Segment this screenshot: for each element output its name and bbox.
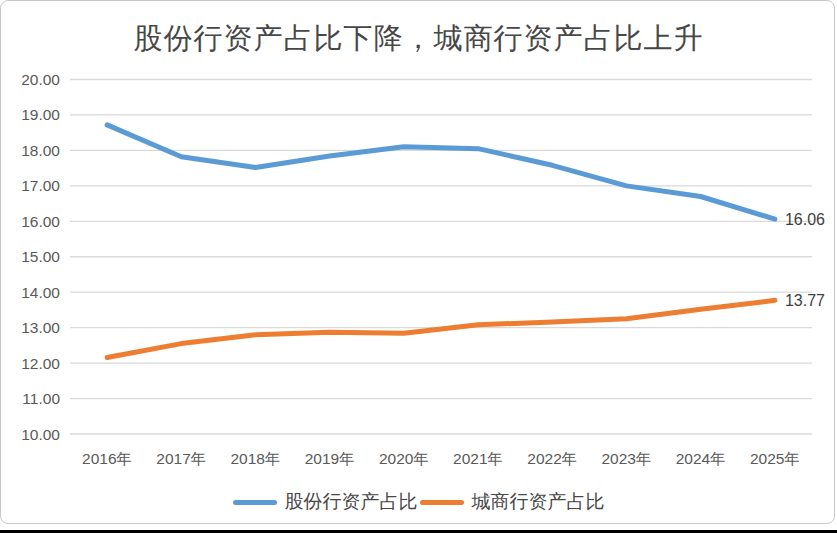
y-axis-tick-label: 18.00 xyxy=(21,142,60,159)
legend-line-swatch xyxy=(233,500,277,505)
data-label: 16.06 xyxy=(785,211,825,228)
x-axis-category-label: 2019年 xyxy=(305,450,355,467)
y-axis-tick-label: 11.00 xyxy=(22,390,60,407)
series-line xyxy=(107,300,775,357)
y-axis-tick-label: 20.00 xyxy=(21,71,60,88)
x-axis-category-label: 2021年 xyxy=(453,450,503,467)
x-axis-category-label: 2024年 xyxy=(676,450,726,467)
x-axis-category-label: 2022年 xyxy=(527,450,577,467)
chart-screenshot: 股份行资产占比下降，城商行资产占比上升 10.0011.0012.0013.00… xyxy=(0,0,837,533)
y-axis-tick-label: 17.00 xyxy=(21,177,60,194)
y-axis-tick-label: 12.00 xyxy=(21,355,60,372)
x-axis-category-label: 2025年 xyxy=(750,450,800,467)
y-axis-tick-label: 10.00 xyxy=(21,426,60,443)
plot-area: 10.00 11.00 12.00 13.00 14.00 15.00 16.00 17.00… xyxy=(0,0,837,533)
y-axis-tick-label: 16.00 xyxy=(21,213,60,230)
x-axis-category-label: 2017年 xyxy=(156,450,206,467)
legend-item: 股份行资产占比 xyxy=(233,489,418,515)
legend-label: 城商行资产占比 xyxy=(472,489,605,515)
series-line xyxy=(107,125,775,219)
x-axis-category-label: 2020年 xyxy=(379,450,429,467)
data-label: 13.77 xyxy=(785,292,825,309)
y-axis-tick-label: 19.00 xyxy=(21,106,60,123)
x-axis-category-label: 2018年 xyxy=(231,450,281,467)
x-axis-category-label: 2016年 xyxy=(82,450,132,467)
x-axis-category-label: 2023年 xyxy=(602,450,652,467)
legend: 股份行资产占比 城商行资产占比 xyxy=(0,489,837,515)
y-axis-tick-label: 15.00 xyxy=(21,248,60,265)
y-axis-tick-label: 13.00 xyxy=(21,319,60,336)
legend-item: 城商行资产占比 xyxy=(420,489,605,515)
legend-line-swatch xyxy=(420,500,464,505)
legend-label: 股份行资产占比 xyxy=(285,489,418,515)
y-axis-tick-label: 14.00 xyxy=(21,284,60,301)
